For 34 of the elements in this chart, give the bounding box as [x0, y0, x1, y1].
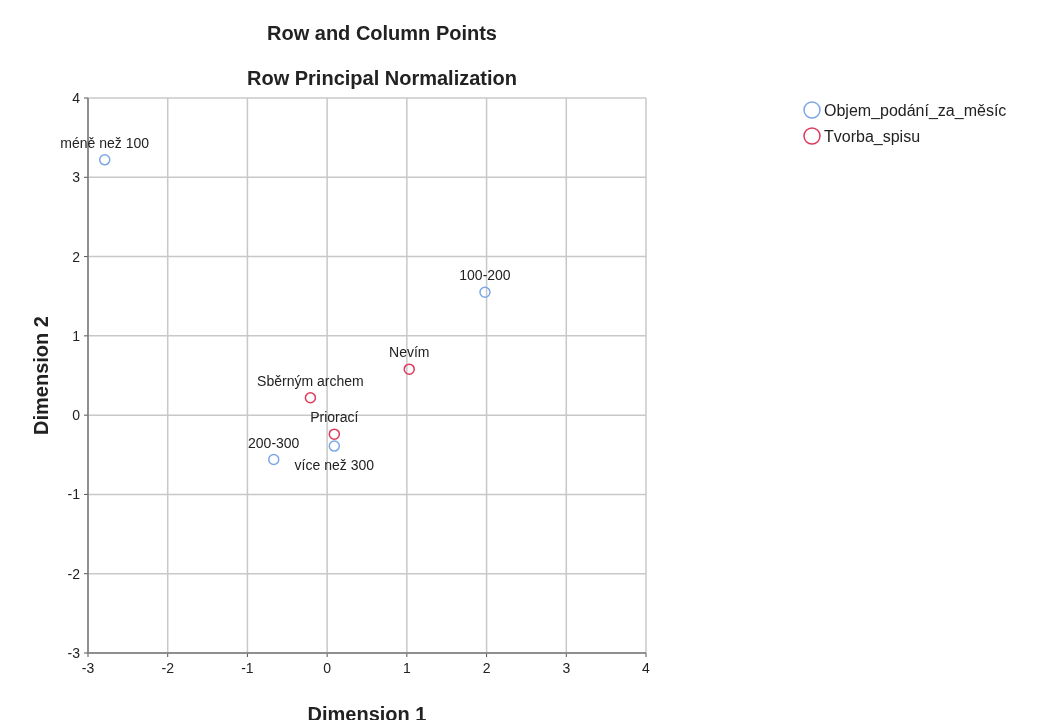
y-axis-title: Dimension 2 — [30, 316, 52, 435]
x-tick-label: 0 — [323, 660, 332, 676]
point — [304, 391, 317, 404]
y-tick-label: 1 — [72, 327, 81, 344]
y-tick-label: 4 — [72, 90, 81, 106]
point — [479, 286, 491, 298]
annotation: Priorací — [310, 409, 359, 426]
x-tick-label: -1 — [241, 660, 254, 676]
point — [403, 363, 415, 375]
y-tick-label: 3 — [72, 169, 81, 186]
legend-label: Objem_podání_za_měsíc — [824, 102, 1007, 120]
x-tick-label: 3 — [562, 660, 571, 676]
x-tick-label: 1 — [402, 660, 411, 676]
annotation: více než 300 — [294, 457, 375, 474]
x-tick-label: 4 — [642, 660, 651, 676]
annotation: Nevím — [389, 344, 430, 361]
annotation: 200-300 — [248, 434, 300, 451]
y-tick-label: 0 — [72, 407, 81, 424]
y-tick-label: -3 — [67, 645, 81, 661]
point — [328, 440, 341, 452]
annotation: méně než 100 — [60, 134, 150, 151]
chart-title: Row and Column Points — [267, 22, 497, 44]
x-tick-label: -2 — [161, 660, 175, 676]
point — [328, 428, 341, 440]
y-tick-label: -2 — [67, 565, 81, 582]
point — [267, 453, 280, 466]
x-tick-label: 2 — [482, 660, 491, 676]
point — [98, 154, 111, 166]
y-tick-label: -1 — [67, 486, 81, 503]
annotation: 100-200 — [459, 267, 511, 284]
y-tick-label: 2 — [72, 248, 81, 265]
chart-subtitle: Row Principal Normalization — [246, 67, 518, 89]
annotation: Sběrným archem — [257, 372, 364, 389]
legend-label: Tvorba_spisu — [824, 128, 921, 146]
